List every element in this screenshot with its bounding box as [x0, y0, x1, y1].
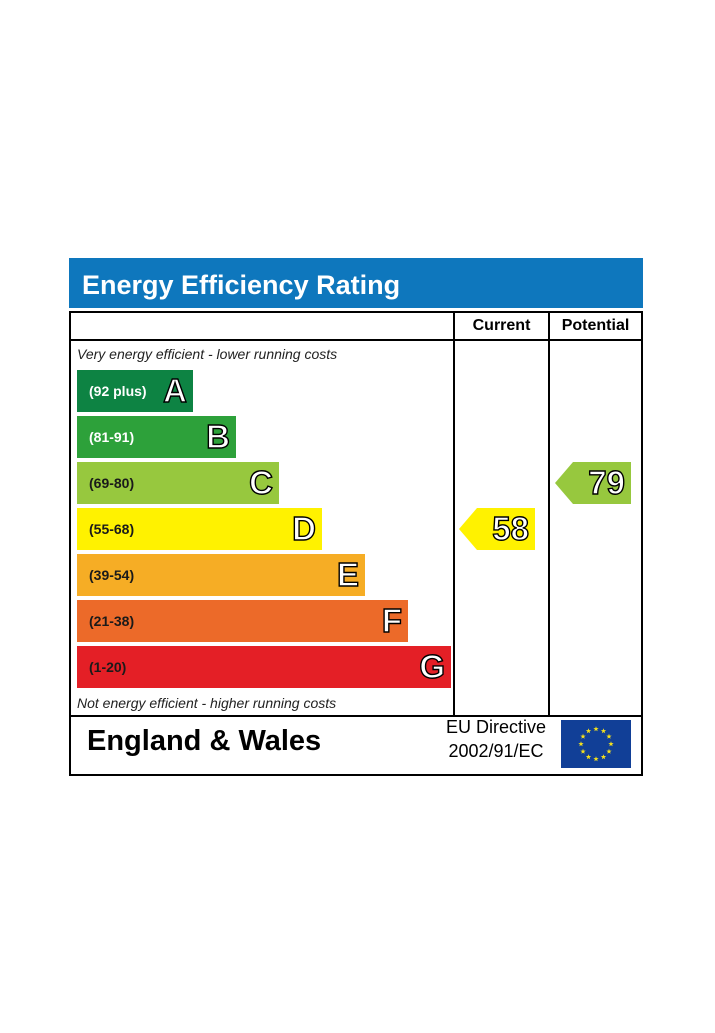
current-column-header: Current — [472, 317, 531, 334]
potential-column-divider — [548, 313, 550, 715]
band-d: (55-68) D — [77, 508, 322, 550]
footer-divider — [71, 715, 641, 717]
potential-arrow-shape — [555, 462, 631, 504]
rating-frame: Current Potential Very energy efficient … — [69, 311, 643, 776]
top-caption: Very energy efficient - lower running co… — [77, 346, 338, 362]
header-divider — [71, 339, 641, 341]
flag-star-icon — [600, 728, 607, 734]
current-arrow-shape — [459, 508, 535, 550]
potential-rating-value: 79 — [588, 463, 626, 501]
directive-line-1: EU Directive — [445, 717, 547, 737]
eu-flag-icon — [561, 720, 631, 768]
band-letter: C — [248, 463, 273, 501]
band-letter: F — [381, 601, 403, 639]
flag-star-icon — [580, 748, 586, 754]
band-range-label: (81-91) — [89, 429, 135, 445]
band-g: (1-20) G — [77, 646, 451, 688]
flag-star-icon — [585, 728, 592, 734]
flag-star-icon — [578, 741, 584, 747]
title-bar: Energy Efficiency Rating — [69, 258, 643, 308]
flag-star-icon — [593, 726, 599, 732]
footer-country: England & Wales — [87, 725, 322, 757]
footer-directive: EU Directive 2002/91/EC — [439, 715, 553, 763]
band-letter: G — [419, 647, 446, 685]
bottom-caption: Not energy efficient - higher running co… — [77, 695, 337, 711]
band-range-label: (55-68) — [89, 521, 135, 537]
flag-star-icon — [606, 748, 612, 754]
band-letter: D — [291, 509, 316, 547]
flag-star-icon — [608, 741, 614, 747]
potential-rating-arrow: 79 — [555, 462, 631, 504]
band-range-label: (92 plus) — [89, 383, 147, 399]
band-b: (81-91) B — [77, 416, 236, 458]
current-rating-arrow: 58 — [459, 508, 535, 550]
band-letter: B — [205, 417, 230, 455]
current-column-divider — [453, 313, 455, 715]
band-letter: E — [336, 555, 359, 593]
band-range-label: (69-80) — [89, 475, 135, 491]
band-letter: A — [162, 371, 187, 409]
band-range-label: (1-20) — [89, 659, 127, 675]
band-range-label: (39-54) — [89, 567, 135, 583]
flag-star-icon — [585, 754, 592, 760]
flag-star-icon — [593, 756, 599, 762]
band-a: (92 plus) A — [77, 370, 193, 412]
potential-column-header: Potential — [561, 317, 630, 334]
flag-star-icon — [606, 733, 612, 739]
current-rating-value: 58 — [492, 509, 530, 547]
band-f: (21-38) F — [77, 600, 408, 642]
band-range-label: (21-38) — [89, 613, 135, 629]
band-c: (69-80) C — [77, 462, 279, 504]
page-title: Energy Efficiency Rating — [82, 270, 401, 300]
directive-line-2: 2002/91/EC — [448, 741, 544, 761]
flag-star-icon — [580, 733, 586, 739]
band-e: (39-54) E — [77, 554, 365, 596]
flag-star-icon — [600, 754, 607, 760]
